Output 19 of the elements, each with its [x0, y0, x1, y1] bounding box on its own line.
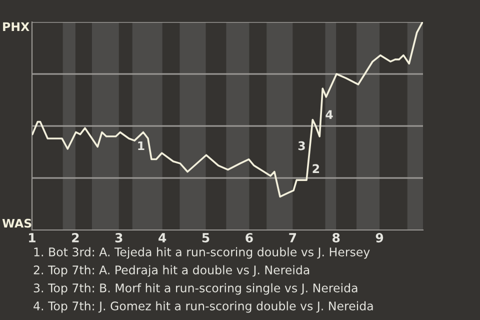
x-tick-label: 1 [29, 233, 36, 242]
x-tick-label: 3 [115, 233, 122, 242]
x-tick-label: 7 [289, 233, 296, 242]
text: WAS [2, 218, 32, 228]
text: PHX [3, 22, 30, 31]
text: 4. Top 7th: J. Gomez hit a run-scoring double vs J. Nereida [34, 301, 373, 313]
annotation: 1 [138, 141, 144, 150]
x-tick-label: 8 [332, 233, 340, 242]
x-tick-label: 2 [72, 233, 79, 242]
text: 3. Top 7th: B. Morf hit a run-scoring single vs J. Nereida [34, 283, 358, 295]
text: 2. Top 7th: A. Pedraja hit a double vs J. Nereida [34, 265, 310, 277]
text: 1. Bot 3rd: A. Tejeda hit a run-scoring double vs J. Hersey [34, 247, 370, 259]
x-tick-label: 5 [202, 233, 210, 242]
x-tick-label: 6 [246, 233, 253, 242]
annotation: 3 [298, 141, 305, 150]
annotation: 4 [326, 110, 333, 119]
x-tick-label: 9 [376, 233, 384, 242]
annotation: 2 [312, 164, 320, 173]
x-tick-label: 4 [158, 233, 166, 242]
